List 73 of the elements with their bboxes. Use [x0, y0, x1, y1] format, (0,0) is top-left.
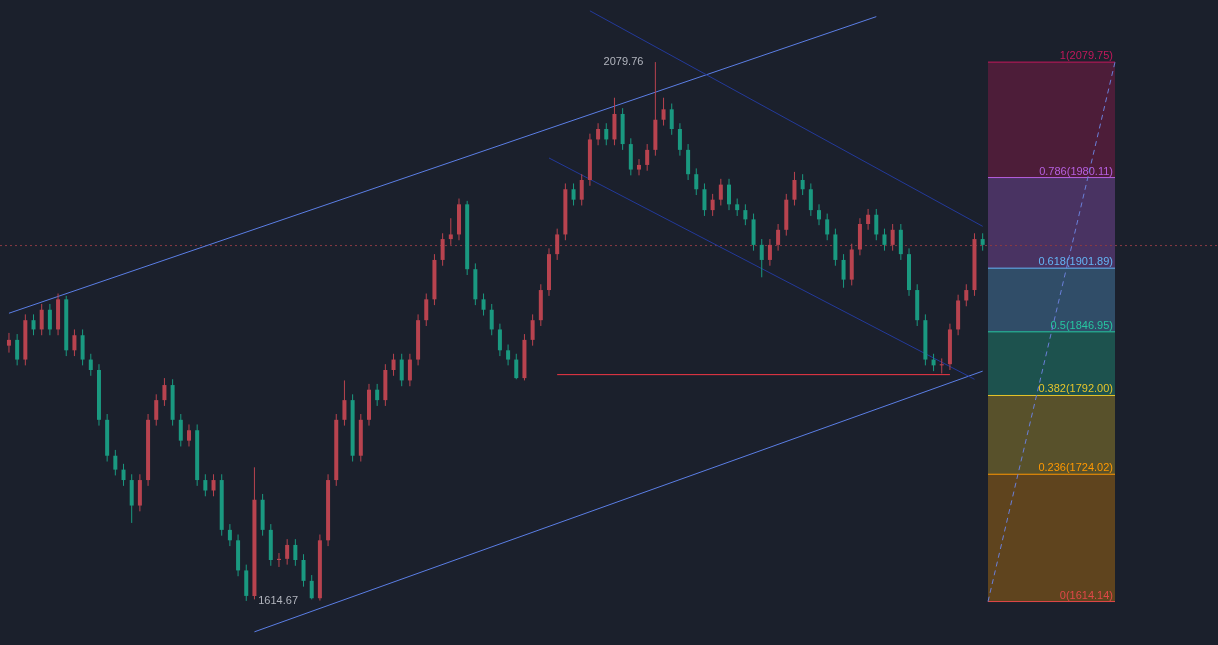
candlestick: [710, 193, 715, 217]
candlestick: [113, 449, 118, 476]
candlestick: [285, 538, 290, 566]
candlestick: [727, 178, 732, 211]
candlestick: [227, 523, 232, 547]
candlestick: [154, 393, 159, 427]
candlestick: [211, 473, 216, 497]
candlestick: [825, 213, 830, 241]
candlestick: [637, 158, 641, 176]
candlestick: [178, 413, 183, 447]
candlestick: [767, 238, 772, 267]
ref-line-label: 0.786(1980.11): [1039, 164, 1113, 177]
candlestick: [399, 353, 404, 387]
candlestick: [375, 383, 380, 407]
candlestick: [440, 232, 445, 267]
candlestick: [407, 353, 412, 387]
candlestick: [866, 208, 871, 231]
ref-line-label: 0.5(1846.95): [1050, 318, 1113, 331]
candlestick: [677, 122, 682, 157]
candlestick: [6, 332, 11, 354]
candlestick: [718, 178, 723, 206]
candlestick: [514, 353, 519, 380]
candlestick: [309, 574, 314, 600]
candlestick: [743, 203, 748, 226]
candlestick: [841, 253, 846, 289]
candlestick: [817, 203, 822, 226]
candlestick: [604, 122, 609, 146]
candlestick: [645, 143, 650, 172]
candlestick: [964, 283, 969, 307]
candlestick: [293, 538, 298, 567]
candlestick: [694, 167, 699, 196]
candlestick: [121, 463, 126, 487]
candlestick: [555, 228, 560, 261]
ref-line-label: 0.382(1792.00): [1038, 382, 1113, 395]
candlestick: [497, 323, 502, 357]
candlestick: [186, 423, 191, 447]
candlestick: [776, 223, 781, 252]
candlestick: [39, 303, 44, 336]
candlestick: [661, 97, 666, 127]
candlestick: [301, 553, 306, 588]
candlestick: [759, 238, 764, 278]
candlestick: [890, 223, 895, 252]
candlestick: [424, 293, 429, 327]
candlestick: [203, 473, 208, 497]
candlestick: [874, 208, 879, 241]
candlestick: [808, 182, 813, 217]
candlestick: [47, 303, 52, 336]
ref-line-label: 0.236(1724.02): [1038, 461, 1113, 474]
candlestick: [792, 171, 797, 206]
candlestick: [530, 313, 535, 347]
candlestick: [506, 344, 511, 366]
candlestick: [571, 182, 576, 206]
candlestick: [669, 103, 674, 136]
candlestick: [489, 303, 494, 336]
candlestick: [579, 173, 584, 206]
candlestick: [15, 333, 20, 366]
candlestick: [72, 328, 77, 357]
ref-line-label: 1(2079.75): [1059, 49, 1113, 62]
candlestick: [481, 293, 486, 317]
candlestick: [162, 377, 167, 407]
candlestick: [702, 182, 707, 217]
ref-line-label: 0.618(1901.89): [1038, 255, 1113, 268]
candlestick: [88, 353, 93, 377]
candlestick: [31, 313, 36, 336]
candlestick: [800, 173, 805, 196]
candlestick: [391, 353, 396, 377]
candlestick: [448, 217, 453, 246]
candlestick: [882, 228, 887, 252]
candlestick: [596, 122, 601, 146]
candlestick: [342, 379, 347, 427]
ref-line-label: 0(1614.14): [1059, 588, 1113, 601]
annotation: 2079.76: [603, 55, 644, 68]
annotation: 1614.67: [258, 593, 299, 606]
